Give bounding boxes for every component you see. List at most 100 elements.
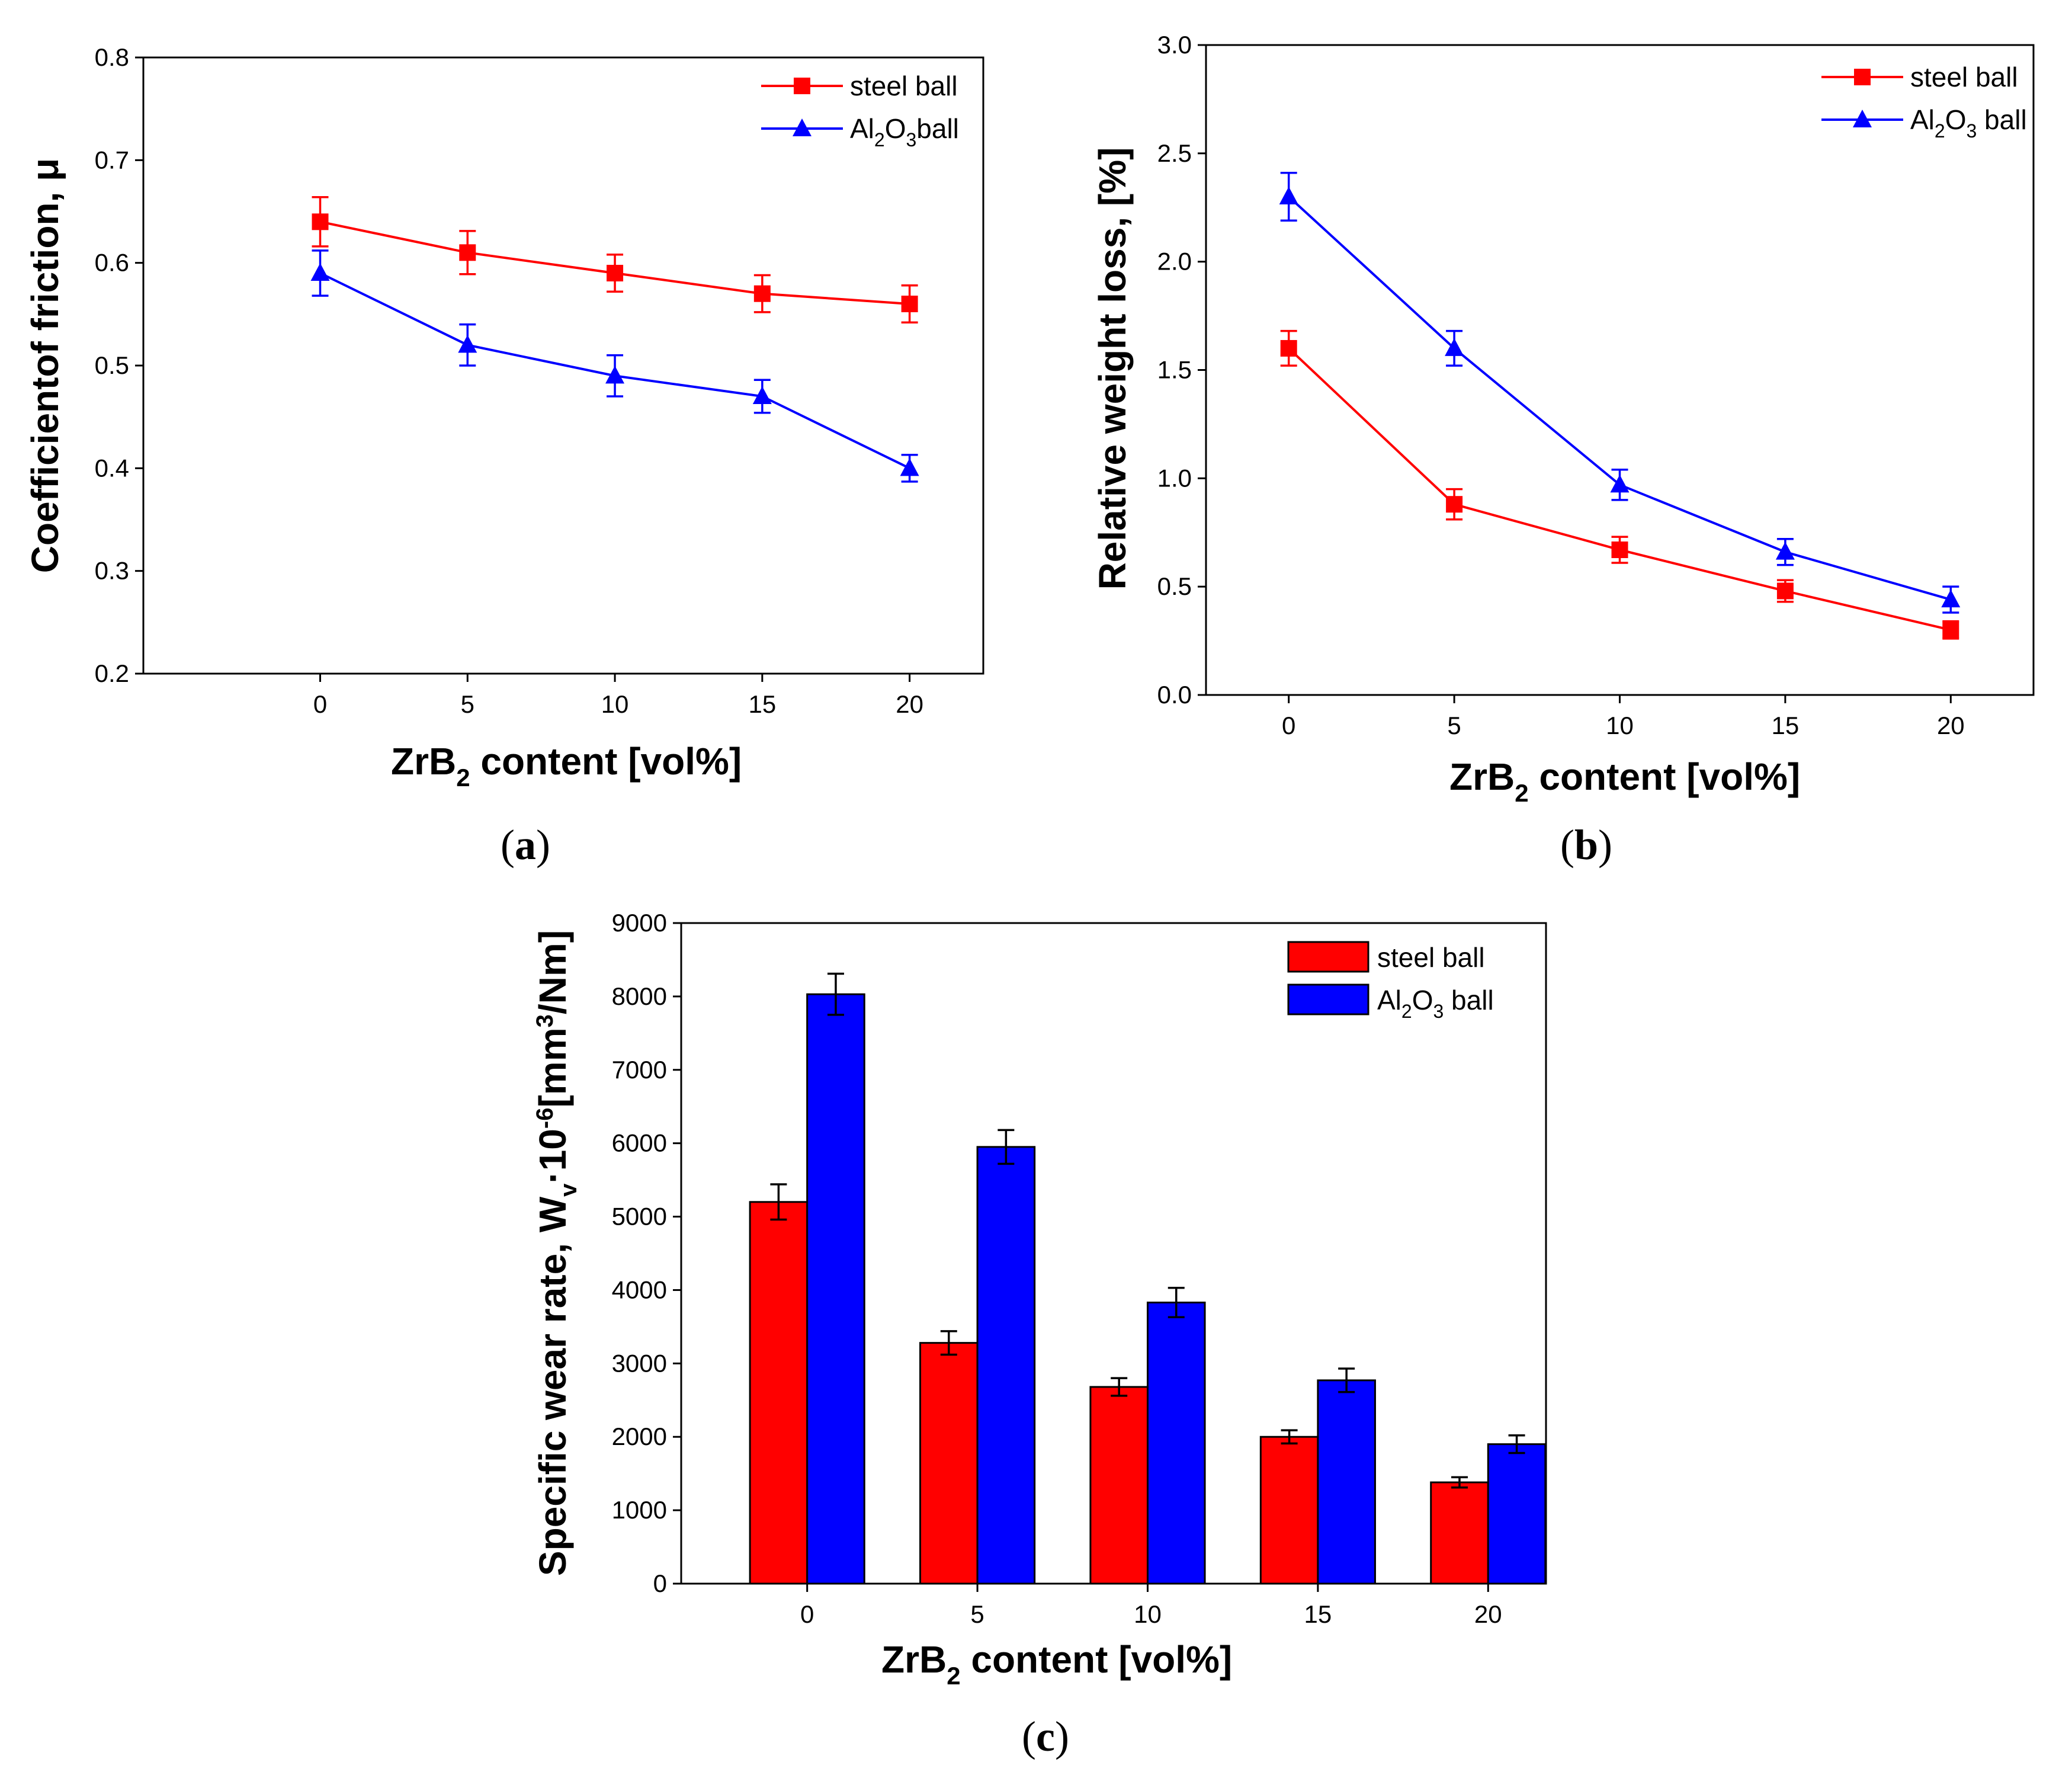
x-tick-label-c: 5 bbox=[970, 1600, 984, 1628]
x-tick-label-a: 10 bbox=[601, 690, 629, 718]
x-axis-c: 0 5 10 15 20 bbox=[800, 1584, 1502, 1628]
data-point-steel bbox=[607, 265, 624, 281]
y-axis-c: 0 1000 2000 3000 4000 5000 6000 7000 8000 9000 bbox=[612, 909, 681, 1597]
plot-frame-b bbox=[1205, 44, 2035, 696]
y-tick-label-b: 0.0 bbox=[1157, 681, 1192, 709]
legend-marker-al2o3 bbox=[1853, 110, 1872, 127]
series-steel-b bbox=[1280, 329, 1959, 640]
data-point-steel bbox=[1942, 621, 1959, 639]
y-tick-label-b: 3.0 bbox=[1157, 31, 1192, 59]
y-tick-label-a: 0.3 bbox=[95, 557, 129, 585]
series-group-b bbox=[1279, 171, 1961, 640]
y-tick-label-b: 0.5 bbox=[1157, 572, 1192, 600]
legend-c: steel ball Al2O3 ball bbox=[1287, 941, 1494, 1022]
data-point-al2o3 bbox=[900, 458, 919, 476]
series-steel-a bbox=[312, 196, 918, 323]
y-tick-label-b: 2.0 bbox=[1157, 248, 1192, 275]
legend-label-al2o3: Al2O3 ball bbox=[1910, 104, 2027, 142]
data-point-steel bbox=[1280, 339, 1297, 357]
legend-label-al2o3: Al2O3ball bbox=[850, 113, 959, 150]
y-tick-label-a: 0.4 bbox=[95, 454, 129, 482]
data-point-al2o3 bbox=[1445, 338, 1464, 356]
panel-label-b: (b) bbox=[1560, 821, 1612, 869]
bar-steel bbox=[1259, 1436, 1319, 1585]
data-point-steel bbox=[1776, 582, 1794, 600]
x-tick-label-b: 20 bbox=[1937, 712, 1965, 739]
bar-al2o3 bbox=[806, 993, 865, 1585]
data-point-al2o3 bbox=[1941, 589, 1961, 608]
legend-label-al2o3: Al2O3 ball bbox=[1377, 985, 1494, 1022]
legend-b: steel ball Al2O3 ball bbox=[1821, 62, 2027, 142]
y-tick-label-c: 3000 bbox=[612, 1349, 667, 1377]
legend-label-steel: steel ball bbox=[1910, 62, 2018, 92]
panel-b-weight-loss-chart: 0.0 0.5 1.0 1.5 2.0 2.5 3.0 0 5 10 15 20 steel bal… bbox=[1091, 31, 2035, 869]
x-axis-title-c: ZrB2 content [vol%] bbox=[881, 1638, 1232, 1690]
bar-al2o3 bbox=[976, 1146, 1036, 1585]
data-point-al2o3 bbox=[752, 386, 772, 404]
y-tick-label-c: 4000 bbox=[612, 1276, 667, 1303]
x-tick-label-a: 15 bbox=[748, 690, 776, 718]
legend-marker-steel bbox=[794, 78, 810, 94]
x-axis-title-b: ZrB2 content [vol%] bbox=[1449, 755, 1800, 807]
data-point-al2o3 bbox=[1775, 542, 1795, 560]
series-al2o3-c bbox=[806, 972, 1547, 1585]
y-axis-a: 0.2 0.3 0.4 0.5 0.6 0.7 0.8 bbox=[95, 43, 143, 687]
y-tick-label-a: 0.6 bbox=[95, 249, 129, 277]
x-tick-label-a: 0 bbox=[313, 690, 327, 718]
x-tick-label-a: 5 bbox=[461, 690, 474, 718]
data-point-steel bbox=[459, 244, 476, 261]
x-tick-label-b: 5 bbox=[1447, 712, 1461, 739]
y-tick-label-b: 1.0 bbox=[1157, 464, 1192, 492]
x-tick-label-c: 15 bbox=[1304, 1600, 1332, 1628]
bar-steel bbox=[919, 1342, 979, 1585]
legend-label-steel: steel ball bbox=[850, 71, 958, 101]
data-point-steel bbox=[1446, 496, 1463, 513]
series-group-a bbox=[310, 196, 919, 483]
x-axis-b: 0 5 10 15 20 bbox=[1282, 695, 1965, 739]
y-tick-label-c: 7000 bbox=[612, 1056, 667, 1084]
y-tick-label-a: 0.7 bbox=[95, 146, 129, 174]
data-point-steel bbox=[312, 213, 329, 230]
panel-c-wear-rate-chart: 0 1000 2000 3000 4000 5000 6000 7000 8000 9000 0 5… bbox=[531, 909, 1547, 1760]
data-point-al2o3 bbox=[458, 335, 477, 353]
series-al2o3-a bbox=[310, 249, 919, 483]
panel-a-friction-chart: 0.2 0.3 0.4 0.5 0.6 0.7 0.8 0 5 10 15 20 steel bal… bbox=[24, 43, 984, 869]
legend-marker-steel bbox=[1854, 69, 1871, 85]
x-tick-label-b: 15 bbox=[1772, 712, 1800, 739]
legend-swatch-al2o3 bbox=[1287, 983, 1369, 1015]
data-point-al2o3 bbox=[1279, 186, 1298, 204]
y-tick-label-a: 0.8 bbox=[95, 43, 129, 71]
x-axis-title-a: ZrB2 content [vol%] bbox=[391, 740, 742, 792]
y-axis-title-a: Coefficientof friction, μ bbox=[24, 158, 66, 573]
y-axis-b: 0.0 0.5 1.0 1.5 2.0 2.5 3.0 bbox=[1157, 31, 1206, 709]
bar-al2o3 bbox=[1317, 1379, 1376, 1585]
bar-steel bbox=[1430, 1481, 1489, 1585]
data-point-al2o3 bbox=[1610, 475, 1630, 493]
bar-steel bbox=[1089, 1386, 1149, 1585]
y-axis-title-c: Specific wear rate, Wv·10-6[mm3/Nm] bbox=[531, 930, 582, 1576]
x-tick-label-c: 20 bbox=[1474, 1600, 1502, 1628]
y-tick-label-c: 6000 bbox=[612, 1129, 667, 1157]
legend-marker-al2o3 bbox=[793, 118, 812, 136]
series-steel-c bbox=[749, 1183, 1489, 1585]
y-tick-label-c: 2000 bbox=[612, 1422, 667, 1450]
data-point-al2o3 bbox=[605, 366, 625, 384]
panel-label-a: (a) bbox=[501, 821, 550, 869]
y-tick-label-c: 1000 bbox=[612, 1496, 667, 1524]
x-tick-label-c: 10 bbox=[1134, 1600, 1162, 1628]
series-group-c bbox=[749, 972, 1547, 1585]
legend-swatch-steel bbox=[1287, 941, 1369, 973]
bar-al2o3 bbox=[1487, 1443, 1547, 1585]
series-al2o3-b bbox=[1279, 171, 1961, 614]
data-point-steel bbox=[901, 296, 918, 312]
data-point-al2o3 bbox=[310, 263, 330, 281]
x-axis-a: 0 5 10 15 20 bbox=[313, 674, 923, 718]
y-tick-label-a: 0.2 bbox=[95, 659, 129, 687]
y-axis-title-b: Relative weight loss, [%] bbox=[1091, 148, 1134, 590]
y-tick-label-c: 8000 bbox=[612, 982, 667, 1010]
x-tick-label-a: 20 bbox=[896, 690, 923, 718]
x-tick-label-c: 0 bbox=[800, 1600, 814, 1628]
data-point-steel bbox=[753, 285, 771, 302]
y-tick-label-a: 0.5 bbox=[95, 351, 129, 379]
